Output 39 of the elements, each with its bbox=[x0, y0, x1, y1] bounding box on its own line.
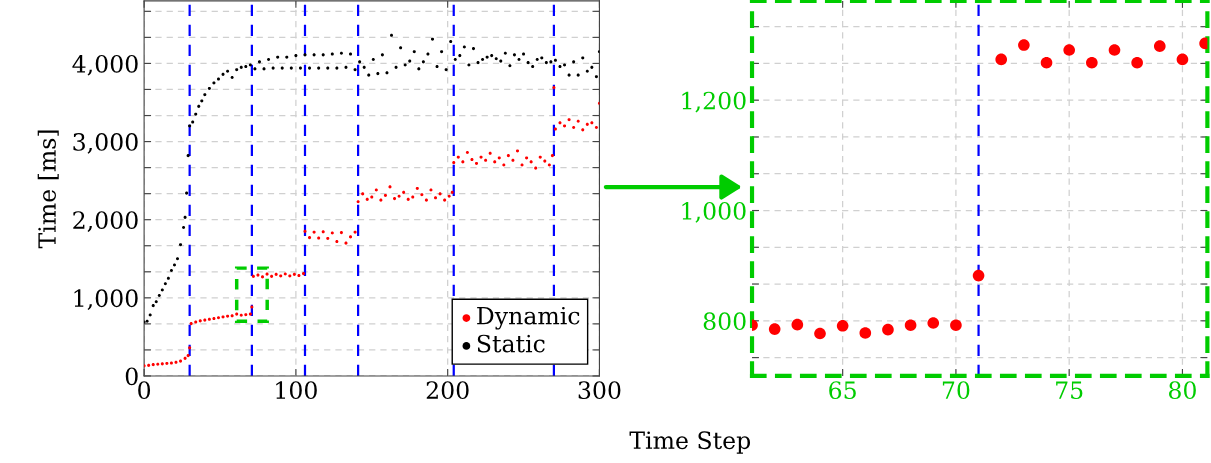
x-tick-label: 200 bbox=[426, 381, 469, 400]
point bbox=[814, 327, 826, 340]
x-tick-label: 300 bbox=[578, 381, 621, 400]
y-tick-label: 4,000 bbox=[72, 54, 138, 76]
y-tick-label: 800 bbox=[703, 312, 746, 331]
y-tick-label: 1,000 bbox=[682, 201, 746, 223]
point bbox=[904, 319, 917, 332]
x-axis-title: Time Step bbox=[629, 431, 751, 454]
x-tick-label: 80 bbox=[1169, 381, 1196, 400]
point bbox=[1176, 53, 1189, 66]
point bbox=[927, 317, 940, 329]
point bbox=[972, 269, 985, 282]
point bbox=[1040, 56, 1053, 69]
point bbox=[1018, 39, 1030, 51]
x-tick-label: 75 bbox=[1056, 381, 1083, 400]
y-tick-label: 1,200 bbox=[682, 91, 746, 113]
y-axis-title: Time [ms] bbox=[37, 130, 59, 249]
x-tick-label: 70 bbox=[942, 381, 970, 400]
point bbox=[1108, 44, 1121, 56]
point bbox=[1063, 44, 1075, 56]
y-tick-label: 1,000 bbox=[74, 289, 138, 311]
point bbox=[1131, 56, 1143, 69]
x-tick-label: 65 bbox=[829, 381, 856, 400]
point bbox=[882, 323, 894, 336]
legend-label: Static bbox=[477, 334, 545, 353]
y-tick-label: 3,000 bbox=[73, 133, 138, 154]
point bbox=[836, 319, 849, 332]
y-tick-label: 2,000 bbox=[73, 211, 138, 232]
point bbox=[791, 318, 804, 331]
point bbox=[950, 319, 962, 332]
y-tick-label: 0 bbox=[125, 367, 138, 386]
point bbox=[1153, 40, 1166, 52]
x-tick-label: 100 bbox=[276, 381, 317, 400]
point bbox=[768, 323, 781, 335]
point bbox=[859, 327, 872, 339]
point bbox=[1086, 56, 1098, 69]
x-tick-label: 0 bbox=[138, 381, 151, 400]
point bbox=[995, 53, 1008, 66]
legend-label: Dynamic bbox=[477, 306, 580, 330]
